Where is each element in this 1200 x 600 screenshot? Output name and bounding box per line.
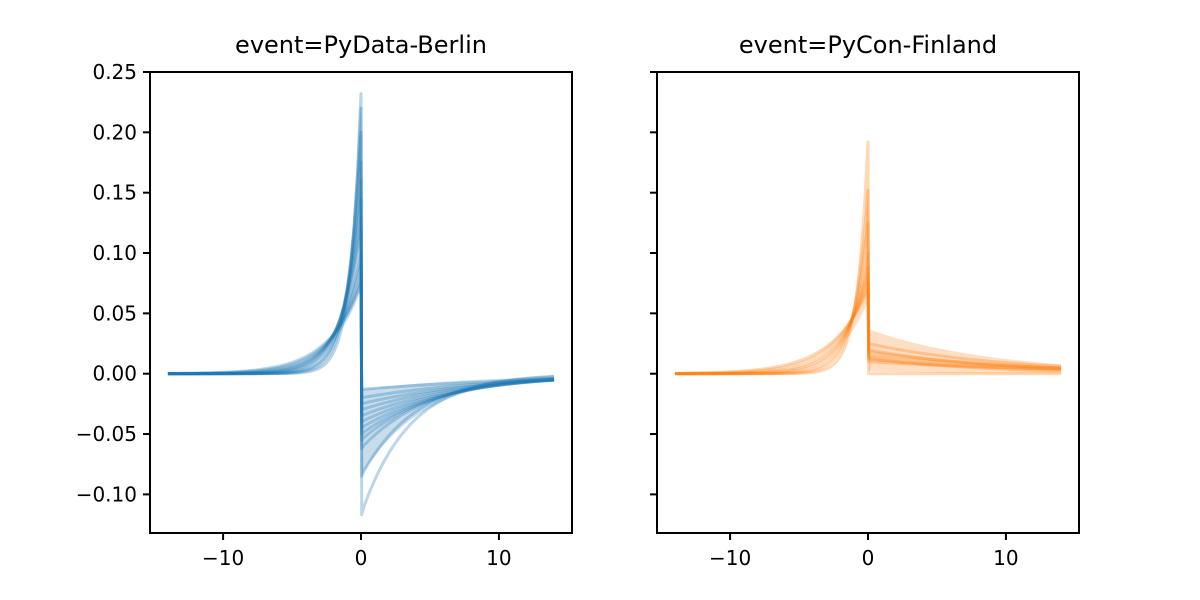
series-line-s6	[674, 273, 1062, 376]
series-line-s9	[167, 251, 555, 412]
series-line-s8	[674, 287, 1062, 375]
x-tick-label: −10	[709, 546, 751, 570]
panel-pycon-finland: event=PyCon-Finland −10 0 10	[650, 31, 1080, 570]
series-line-s12	[167, 281, 555, 391]
y-tick-label: 0.20	[92, 120, 137, 144]
x-tick-label: 0	[355, 546, 368, 570]
y-tick-label: −0.10	[76, 482, 137, 506]
series-line-s11	[167, 275, 555, 400]
y-tick-label: 0.05	[92, 301, 137, 325]
confidence-band-left	[167, 102, 361, 374]
series-line-s10	[167, 263, 555, 406]
y-tick-label: 0.00	[92, 362, 137, 386]
x-tick-label: −10	[202, 546, 244, 570]
x-tick-label: 0	[862, 546, 875, 570]
confidence-band-right	[868, 329, 1062, 374]
panel-pydata-berlin: event=PyData-Berlin −10 0 10 0.25 0.20 0.15 0.…	[76, 31, 573, 570]
series-line-s3	[674, 221, 1062, 376]
series-line-s5	[167, 179, 555, 436]
series-line-s3	[167, 130, 555, 451]
series-line-s7	[674, 281, 1062, 375]
confidence-band-right	[361, 377, 555, 477]
series-line-s1	[167, 92, 555, 517]
series-line-s4	[674, 251, 1062, 376]
series-line-s5	[674, 266, 1062, 376]
x-tick-label: 10	[993, 546, 1018, 570]
series-line-s7	[167, 215, 555, 424]
y-tick-label: 0.10	[92, 241, 137, 265]
series-line-s4	[167, 161, 555, 442]
y-tick-label: 0.25	[92, 60, 137, 84]
series-line-s2	[167, 106, 555, 478]
panel-title: event=PyCon-Finland	[739, 31, 997, 59]
y-tick-label: −0.05	[76, 422, 137, 446]
series-line-s6	[167, 197, 555, 430]
series-line-s1	[674, 140, 1062, 376]
series-line-s8	[167, 227, 555, 418]
panel-title: event=PyData-Berlin	[235, 31, 487, 59]
y-tick-label: 0.15	[92, 181, 137, 205]
x-tick-label: 10	[486, 546, 511, 570]
series-line-s2	[674, 188, 1062, 376]
